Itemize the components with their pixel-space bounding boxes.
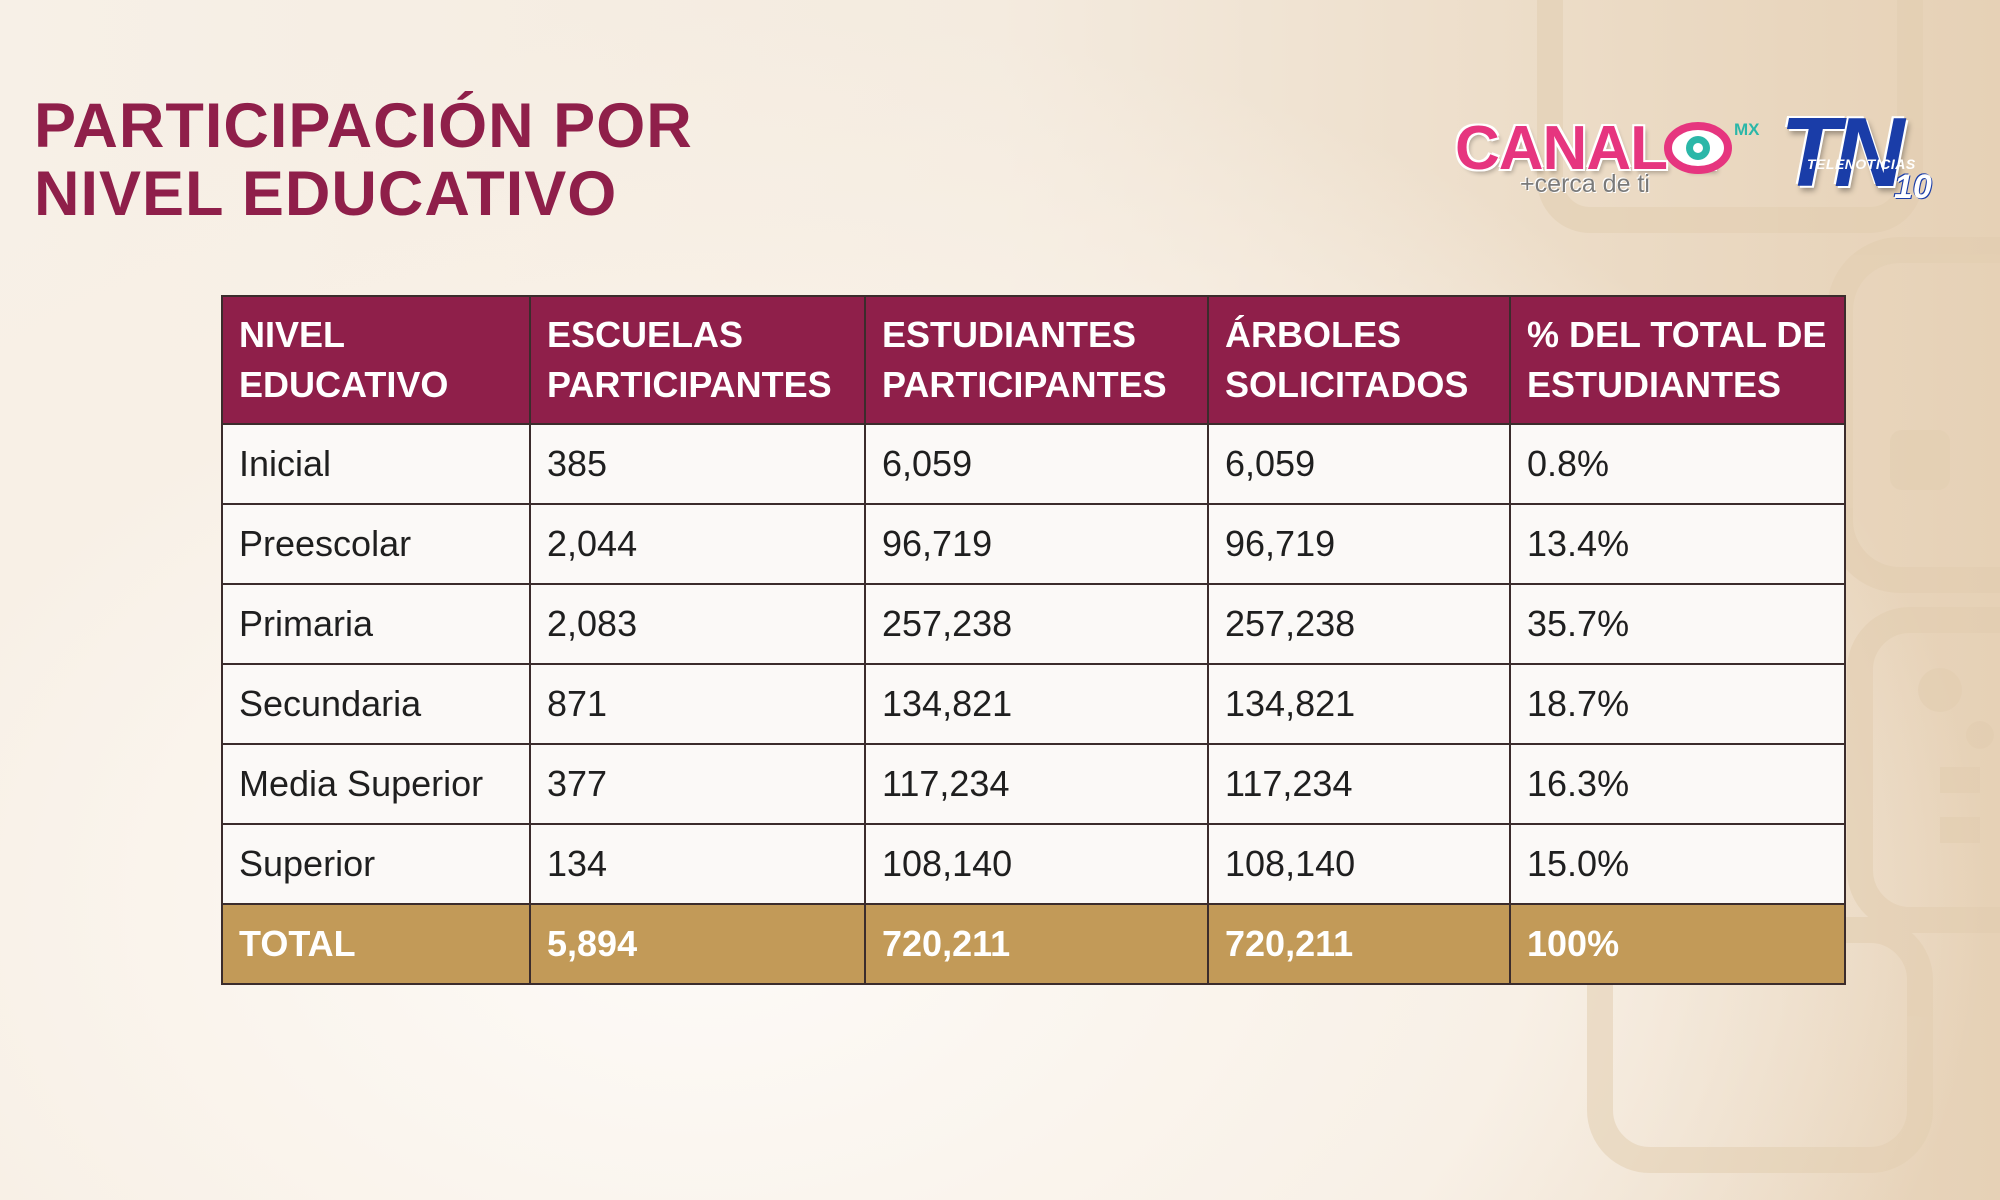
cell-escuelas: 2,044 [529,503,866,585]
cell-escuelas: 2,083 [529,583,866,665]
header-estudiantes: ESTUDIANTES PARTICIPANTES [864,295,1209,425]
table-row: Media Superior 377 117,234 117,234 16.3% [221,743,1846,825]
header-escuelas: ESCUELAS PARTICIPANTES [529,295,866,425]
cell-estudiantes: 117,234 [864,743,1209,825]
table-row: Superior 134 108,140 108,140 15.0% [221,823,1846,905]
cell-arboles: 6,059 [1207,423,1511,505]
table-total-row: TOTAL 5,894 720,211 720,211 100% [221,903,1846,985]
cell-porcentaje: 35.7% [1509,583,1846,665]
cell-estudiantes: 257,238 [864,583,1209,665]
cell-nivel: Inicial [221,423,531,505]
cell-nivel: Primaria [221,583,531,665]
table-row: Secundaria 871 134,821 134,821 18.7% [221,663,1846,745]
cell-arboles: 117,234 [1207,743,1511,825]
title-line-2: NIVEL EDUCATIVO [34,159,618,229]
total-estudiantes: 720,211 [864,903,1209,985]
cell-estudiantes: 96,719 [864,503,1209,585]
participation-table: NIVEL EDUCATIVO ESCUELAS PARTICIPANTES EST… [221,295,1846,985]
tn-logo-letters: TN [1780,97,1905,207]
page-title: PARTICIPACIÓN POR NIVEL EDUCATIVO [34,92,693,228]
total-arboles: 720,211 [1207,903,1511,985]
cell-estudiantes: 134,821 [864,663,1209,745]
cell-nivel: Media Superior [221,743,531,825]
total-nivel: TOTAL [221,903,531,985]
cell-arboles: 96,719 [1207,503,1511,585]
table-row: Inicial 385 6,059 6,059 0.8% [221,423,1846,505]
tn-logo-label: TELENOTICIAS [1807,156,1916,172]
cell-porcentaje: 13.4% [1509,503,1846,585]
header-nivel: NIVEL EDUCATIVO [221,295,531,425]
cell-estudiantes: 108,140 [864,823,1209,905]
total-porcentaje: 100% [1509,903,1846,985]
tn-logo-number: 10 [1894,168,1932,206]
cell-porcentaje: 0.8% [1509,423,1846,505]
cell-arboles: 134,821 [1207,663,1511,745]
cell-arboles: 108,140 [1207,823,1511,905]
cell-porcentaje: 18.7% [1509,663,1846,745]
header-porcentaje: % DEL TOTAL DE ESTUDIANTES [1509,295,1846,425]
cell-escuelas: 134 [529,823,866,905]
cell-porcentaje: 15.0% [1509,823,1846,905]
table-row: Primaria 2,083 257,238 257,238 35.7% [221,583,1846,665]
total-escuelas: 5,894 [529,903,866,985]
header-arboles: ÁRBOLES SOLICITADOS [1207,295,1511,425]
table-header-row: NIVEL EDUCATIVO ESCUELAS PARTICIPANTES EST… [221,295,1846,425]
cell-escuelas: 377 [529,743,866,825]
cell-nivel: Preescolar [221,503,531,585]
broadcaster-logos: CANAL 1 MX +cerca de ti TN TELENOTICIAS … [1455,102,1940,208]
participation-table-container: NIVEL EDUCATIVO ESCUELAS PARTICIPANTES EST… [221,295,1846,985]
cell-escuelas: 385 [529,423,866,505]
canal-logo-tagline: +cerca de ti [1520,170,1650,198]
canal10-logo: CANAL 1 MX +cerca de ti [1455,108,1775,208]
canal-logo-mx: MX [1734,120,1760,139]
title-line-1: PARTICIPACIÓN POR [34,91,693,161]
cell-escuelas: 871 [529,663,866,745]
telenoticias-logo: TN TELENOTICIAS 10 [1780,102,1940,208]
cell-nivel: Secundaria [221,663,531,745]
eye-icon [1664,122,1732,174]
cell-arboles: 257,238 [1207,583,1511,665]
cell-nivel: Superior [221,823,531,905]
cell-porcentaje: 16.3% [1509,743,1846,825]
cell-estudiantes: 6,059 [864,423,1209,505]
table-row: Preescolar 2,044 96,719 96,719 13.4% [221,503,1846,585]
